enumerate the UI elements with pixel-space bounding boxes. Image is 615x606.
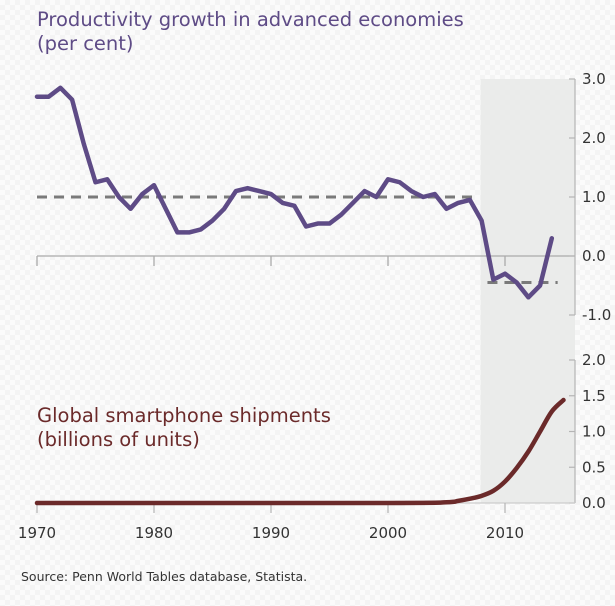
bottom-x-tick-label: 2010 <box>486 524 524 542</box>
top-y-tick-label: 2.0 <box>582 129 606 147</box>
top-chart-title-line2: (per cent) <box>37 32 134 55</box>
bottom-x-tick-label: 1990 <box>252 524 290 542</box>
smartphone-shipments-line <box>34 397 566 506</box>
top-chart-title-line1: Productivity growth in advanced economie… <box>37 8 464 31</box>
bottom-y-tick-label: 2.0 <box>582 351 606 369</box>
top-y-tick-label: -1.0 <box>582 306 611 324</box>
productivity-growth-line <box>34 85 555 300</box>
bottom-x-tick-label: 1970 <box>18 524 56 542</box>
bottom-chart-title-line2: (billions of units) <box>37 428 200 451</box>
bottom-y-tick-label: 1.5 <box>582 387 606 405</box>
top-y-tick-label: 3.0 <box>582 70 606 88</box>
top-chart-title: Productivity growth in advanced economie… <box>37 8 464 56</box>
top-y-tick-label: 1.0 <box>582 188 606 206</box>
bottom-x-tick-label: 2000 <box>369 524 407 542</box>
bottom-y-tick-label: 0.5 <box>582 458 606 476</box>
bottom-chart-title-line1: Global smartphone shipments <box>37 404 331 427</box>
bottom-y-tick-label: 0.0 <box>582 494 606 512</box>
source-note: Source: Penn World Tables database, Stat… <box>21 569 308 584</box>
bottom-chart-title: Global smartphone shipments (billions of… <box>37 404 331 452</box>
top-y-tick-label: 0.0 <box>582 247 606 265</box>
bottom-x-tick-label: 1980 <box>135 524 173 542</box>
shaded-period <box>480 79 575 503</box>
bottom-y-tick-label: 1.0 <box>582 423 606 441</box>
